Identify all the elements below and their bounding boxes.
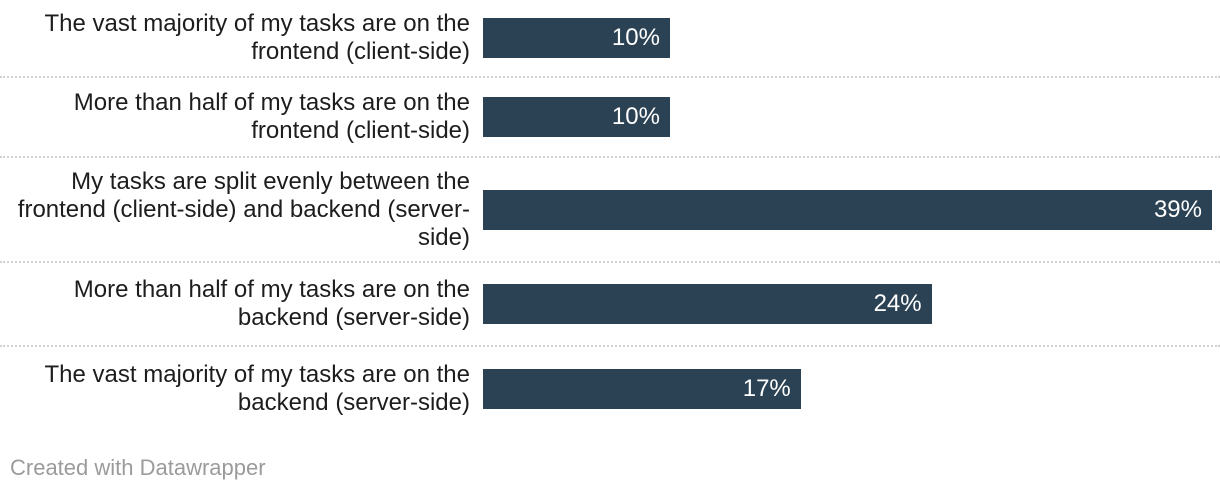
bar-area: 24%	[483, 284, 1220, 324]
value-label: 39%	[1153, 195, 1202, 223]
value-label: 24%	[873, 290, 922, 317]
chart-row: More than half of my tasks are on the ba…	[0, 263, 1220, 347]
chart-row: More than half of my tasks are on the fr…	[0, 78, 1220, 158]
bar-area: 10%	[483, 18, 1220, 58]
chart-row: The vast majority of my tasks are on the…	[0, 347, 1220, 430]
category-label: The vast majority of my tasks are on the…	[44, 10, 471, 65]
datawrapper-credit: Created with Datawrapper	[10, 455, 266, 480]
chart-row: The vast majority of my tasks are on the…	[0, 0, 1220, 78]
category-label: More than half of my tasks are on the fr…	[73, 89, 470, 144]
category-label: More than half of my tasks are on the ba…	[73, 276, 470, 331]
bar-area: 10%	[483, 97, 1220, 137]
value-label: 10%	[611, 24, 660, 51]
bar: 39%	[483, 189, 1212, 230]
bar-chart: The vast majority of my tasks are on the…	[0, 0, 1220, 480]
chart-rows: The vast majority of my tasks are on the…	[0, 0, 1220, 430]
value-label: 17%	[742, 374, 791, 402]
bar: 10%	[483, 97, 670, 137]
bar-area: 17%	[483, 368, 1220, 409]
bar: 17%	[483, 368, 801, 409]
category-label: My tasks are split evenly between the fr…	[17, 167, 470, 251]
bar-area: 39%	[483, 189, 1220, 230]
chart-row: My tasks are split evenly between the fr…	[0, 158, 1220, 263]
bar: 10%	[483, 18, 670, 58]
value-label: 10%	[611, 103, 660, 130]
bar: 24%	[483, 284, 932, 324]
category-label: The vast majority of my tasks are on the…	[44, 360, 471, 416]
